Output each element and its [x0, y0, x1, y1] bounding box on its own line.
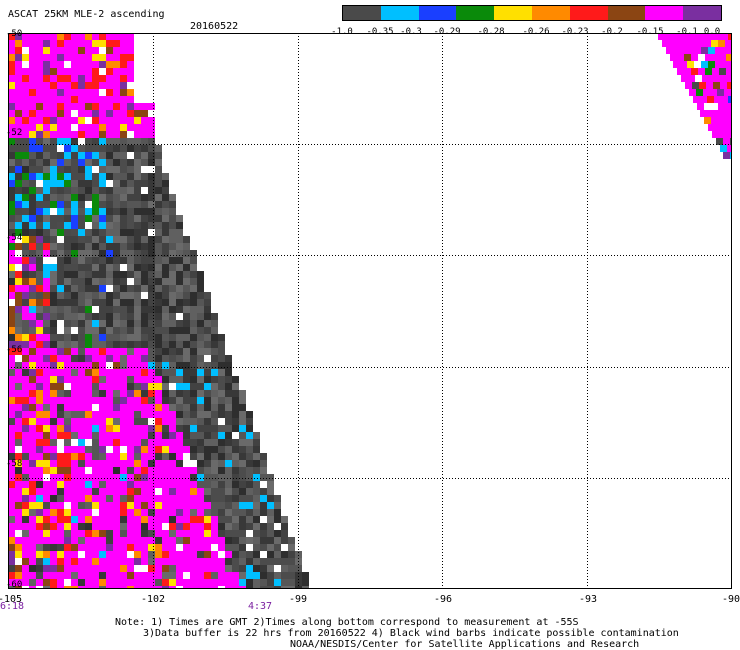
lon-label: -99: [288, 594, 308, 605]
colorbar-segment: [380, 6, 419, 20]
colorbar-tick-label: -0.15: [636, 27, 664, 37]
colorbar-tick-label: -0.2: [601, 27, 623, 37]
lat-label: -50: [6, 29, 23, 39]
map-panel: [8, 33, 732, 589]
swath-cells: [8, 33, 732, 589]
colorbar-segment: [418, 6, 457, 20]
colorbar-tick-label: -0.26: [522, 27, 550, 37]
colorbar-tick-label: -0.35: [366, 27, 394, 37]
colorbar-segment: [343, 6, 381, 20]
colorbar-segment: [494, 6, 532, 20]
lon-label: -105: [0, 594, 23, 605]
lat-label: -60: [6, 580, 23, 590]
colorbar-segment: [456, 6, 495, 20]
lon-label: -90: [721, 594, 740, 605]
lon-label: -102: [140, 594, 166, 605]
lat-label: -52: [6, 128, 23, 138]
note-line-3: NOAA/NESDIS/Center for Satellite Applica…: [290, 639, 640, 650]
colorbar-segment: [607, 6, 646, 20]
time-label: 4:37: [247, 601, 273, 612]
lat-label: -58: [6, 459, 23, 469]
time-label: 6:18: [0, 601, 25, 612]
lon-label: -96: [433, 594, 453, 605]
note-line-1: Note: 1) Times are GMT 2)Times along bot…: [115, 617, 579, 628]
chart-date: 20160522: [190, 21, 239, 32]
colorbar: [342, 5, 722, 21]
colorbar-tick-label: -0.28: [477, 27, 505, 37]
colorbar-segment: [683, 6, 721, 20]
colorbar-tick-label: -0.23: [561, 27, 589, 37]
colorbar-tick-label: -0.3: [400, 27, 422, 37]
note-line-2: 3)Data buffer is 22 hrs from 20160522 4)…: [143, 628, 679, 639]
chart-title: ASCAT 25KM MLE-2 ascending: [8, 9, 165, 20]
graticule: [8, 33, 732, 589]
lat-label: -54: [6, 233, 23, 243]
lon-label: -93: [578, 594, 598, 605]
map-frame: [8, 33, 732, 589]
colorbar-tick-label: -0.29: [433, 27, 461, 37]
colorbar-tick-label: -1.0: [331, 27, 353, 37]
lat-label: -56: [6, 345, 23, 355]
colorbar-tick-label: -0.1: [676, 27, 698, 37]
colorbar-segment: [569, 6, 608, 20]
colorbar-segment: [645, 6, 684, 20]
colorbar-segment: [531, 6, 570, 20]
colorbar-tick-label: 0.0: [703, 27, 721, 37]
